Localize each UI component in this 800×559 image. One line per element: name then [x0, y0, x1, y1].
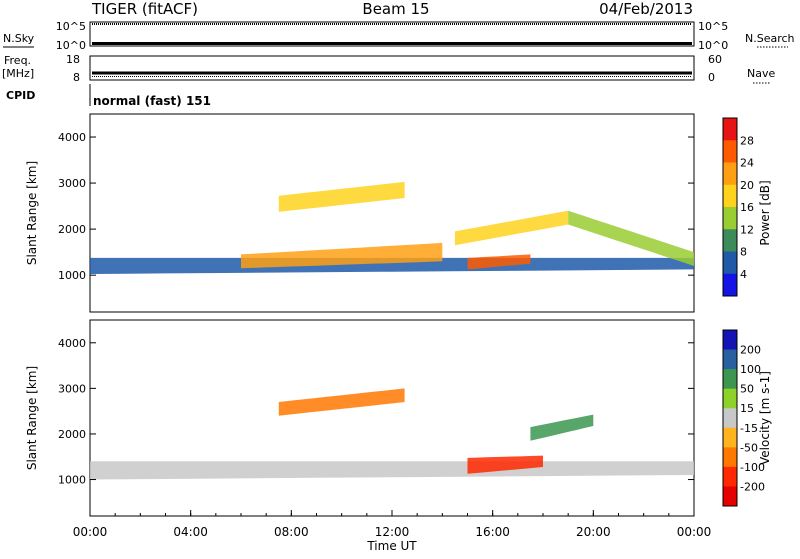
velocity-colorbar-tick: 200	[740, 344, 761, 357]
power-colorbar-swatch	[723, 140, 737, 163]
nsky-strip-frame	[89, 21, 695, 47]
power-heatmap	[90, 181, 694, 274]
velocity-colorbar-swatch	[723, 388, 737, 409]
time-xtick-label: 00:00	[73, 525, 108, 539]
velocity-colorbar-swatch	[723, 447, 737, 468]
power-colorbar-tick: 28	[740, 134, 754, 147]
power-colorbar-swatch	[723, 162, 737, 186]
velocity-panel: 1000 2000 3000 4000 00:00 04:00 08:00 12:00 16:…	[25, 319, 712, 553]
power-band-1	[241, 242, 443, 269]
beam-title: Beam 15	[362, 0, 429, 18]
power-ytick-label: 3000	[58, 177, 86, 190]
date-title: 04/Feb/2013	[599, 0, 693, 18]
power-colorbar-tick: 24	[740, 157, 754, 170]
time-x-axis: 00:00 04:00 08:00 12:00 16:00 20:00 00:00	[73, 510, 712, 539]
velocity-panel-frame	[89, 319, 695, 517]
velocity-y-axis: 1000 2000 3000 4000	[58, 337, 694, 487]
velocity-colorbar-label: Velocity [m s-1]	[758, 371, 772, 465]
nave-tick-top: 60	[708, 53, 722, 66]
power-ytick-label: 2000	[58, 223, 86, 236]
nsky-label: N.Sky	[3, 32, 35, 45]
power-colorbar-tick: 16	[740, 201, 754, 214]
velocity-colorbar-swatch	[723, 369, 737, 390]
time-xtick-label: 16:00	[475, 525, 510, 539]
velocity-colorbar-swatch	[723, 330, 737, 351]
freq-tick-top: 18	[66, 53, 80, 66]
velocity-ylabel: Slant Range [km]	[25, 366, 39, 470]
freq-tick-bottom: 8	[73, 71, 80, 84]
power-colorbar-tick: 8	[740, 246, 747, 259]
velocity-colorbar-frame	[722, 329, 738, 507]
velocity-colorbar-tick: -50	[740, 441, 758, 454]
velocity-colorbar-tick: -15	[740, 422, 758, 435]
power-colorbar-frame	[722, 117, 738, 297]
velocity-band-3	[530, 414, 594, 441]
nsky-strip: N.Sky 10^5 10^0 10^5 10^0 N.Search	[3, 20, 795, 52]
velocity-colorbar-tick: 100	[740, 363, 761, 376]
power-ylabel: Slant Range [km]	[25, 161, 39, 265]
power-band-2	[278, 181, 405, 212]
velocity-ytick-label: 4000	[58, 337, 86, 350]
time-xtick-label: 12:00	[375, 525, 410, 539]
velocity-colorbar-tick: -100	[740, 461, 765, 474]
velocity-colorbar-swatch	[723, 408, 737, 429]
power-colorbar-swatch	[723, 118, 737, 141]
velocity-colorbar-tick: -200	[740, 480, 765, 493]
cpid-row: CPID normal (fast) 151	[6, 84, 211, 108]
power-colorbar-tick: 20	[740, 179, 754, 192]
velocity-band-2	[467, 455, 543, 474]
power-colorbar-swatch	[723, 273, 737, 297]
velocity-colorbar: 200 100 50 15 -15 -50 -100 -200	[722, 329, 765, 507]
power-panel-frame	[89, 113, 695, 313]
velocity-heatmap	[90, 388, 694, 480]
cpid-label: CPID	[6, 89, 35, 102]
power-colorbar-swatch	[723, 184, 737, 208]
velocity-band-1	[278, 388, 405, 416]
power-colorbar-label: Power [dB]	[758, 180, 772, 245]
time-xtick-label: 20:00	[576, 525, 611, 539]
velocity-colorbar-tick: 50	[740, 383, 754, 396]
velocity-colorbar-swatch	[723, 486, 737, 507]
nave-tick-bottom: 0	[708, 71, 715, 84]
velocity-ytick-label: 2000	[58, 428, 86, 441]
power-colorbar-tick: 12	[740, 223, 754, 236]
power-band-4	[568, 210, 694, 266]
freq-label: Freq.	[4, 54, 31, 67]
velocity-colorbar-swatch	[723, 466, 737, 487]
time-xlabel: Time UT	[366, 539, 417, 553]
velocity-colorbar-swatch	[723, 427, 737, 448]
time-xtick-label: 00:00	[677, 525, 712, 539]
nsearch-tick-top: 10^5	[698, 20, 728, 33]
velocity-colorbar-tick: 15	[740, 402, 754, 415]
time-xtick-label: 04:00	[173, 525, 208, 539]
nsky-tick-top: 10^5	[56, 20, 86, 33]
power-y-axis: 1000 2000 3000 4000	[58, 131, 694, 282]
power-ytick-label: 1000	[58, 269, 86, 282]
velocity-ytick-label: 1000	[58, 474, 86, 487]
freq-strip: Freq. [MHz] 18 8 60 0 Nave	[2, 53, 775, 84]
power-panel: 1000 2000 3000 4000 Slant Range [km]	[25, 113, 695, 313]
freq-unit: [MHz]	[2, 67, 34, 80]
power-ytick-label: 4000	[58, 131, 86, 144]
radar-title: TIGER (fitACF)	[91, 0, 198, 18]
power-colorbar: 4 8 12 16 20 24 28	[722, 117, 754, 297]
nsearch-label: N.Search	[745, 32, 795, 45]
power-colorbar-swatch	[723, 229, 737, 252]
velocity-ytick-label: 3000	[58, 382, 86, 395]
power-band-5	[467, 254, 531, 270]
velocity-colorbar-swatch	[723, 349, 737, 370]
power-band-3	[454, 210, 569, 246]
power-colorbar-swatch	[723, 207, 737, 230]
nsearch-tick-bottom: 10^0	[698, 39, 728, 52]
power-colorbar-tick: 4	[740, 268, 747, 281]
velocity-band-0	[90, 461, 694, 480]
nsky-tick-bottom: 10^0	[56, 39, 86, 52]
nave-label: Nave	[747, 67, 775, 80]
freq-strip-frame	[89, 55, 695, 81]
time-xtick-label: 08:00	[274, 525, 309, 539]
cpid-value: normal (fast) 151	[93, 94, 211, 108]
power-colorbar-swatch	[723, 251, 737, 275]
